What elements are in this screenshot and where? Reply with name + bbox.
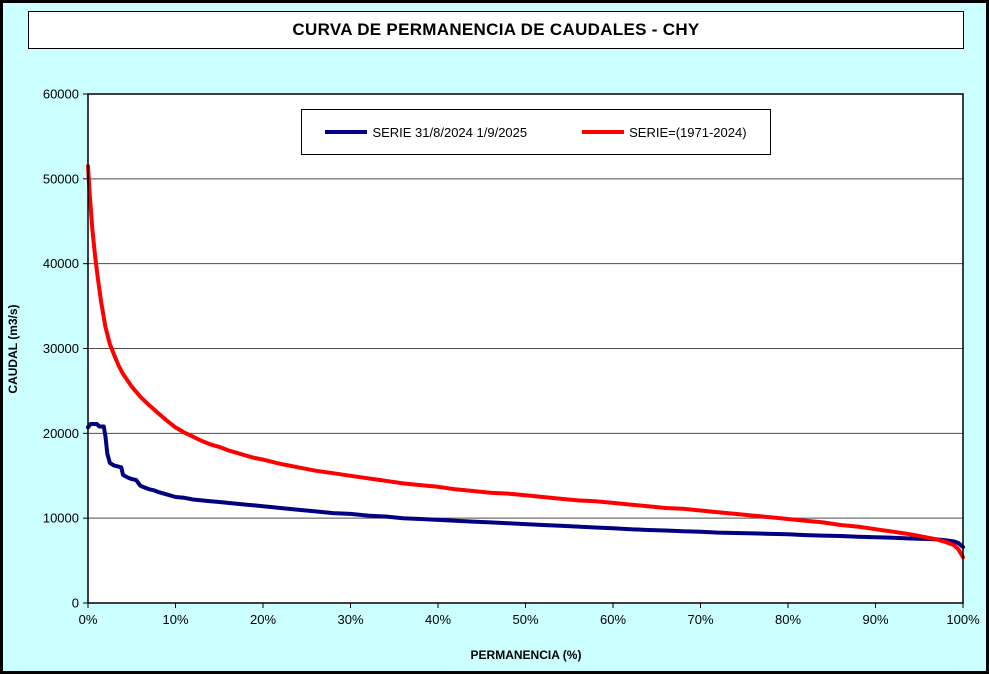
legend-entry: SERIE 31/8/2024 1/9/2025 (325, 125, 527, 140)
legend-label: SERIE 31/8/2024 1/9/2025 (372, 124, 528, 140)
legend-line-sample-red (582, 130, 625, 134)
y-tick-label: 10000 (43, 511, 79, 526)
x-tick-label: 0% (79, 612, 98, 627)
y-tick-label: 40000 (43, 256, 79, 271)
legend-entry: SERIE=(1971-2024) (582, 124, 747, 140)
legend: SERIE 31/8/2024 1/9/2025 SERIE=(1971-202… (301, 109, 771, 155)
x-tick-label: 70% (687, 612, 713, 627)
y-tick-label: 20000 (43, 426, 79, 441)
chart-title: CURVA DE PERMANENCIA DE CAUDALES - CHY (292, 20, 700, 39)
x-tick-label: 20% (250, 612, 276, 627)
x-axis-title: PERMANENCIA (%) (471, 648, 582, 662)
x-tick-label: 90% (862, 612, 888, 627)
x-tick-label: 30% (337, 612, 363, 627)
series-line-2024-2025 (86, 422, 965, 549)
legend-label: SERIE=(1971-2024) (629, 124, 747, 140)
y-tick-label: 30000 (43, 341, 79, 356)
y-tick-label: 0 (72, 596, 79, 611)
x-tick-label: 60% (600, 612, 626, 627)
x-tick-label: 100% (946, 612, 980, 627)
x-tick-label: 10% (162, 612, 188, 627)
gridlines (88, 178, 963, 519)
x-tick-label: 50% (512, 612, 538, 627)
x-tick-label: 80% (775, 612, 801, 627)
y-axis-title: CAUDAL (m3/s) (6, 304, 20, 393)
y-tick-label: 50000 (43, 171, 79, 186)
chart-title-box: CURVA DE PERMANENCIA DE CAUDALES - CHY (28, 11, 964, 49)
y-tick-label: 60000 (43, 87, 79, 102)
x-tick-label: 40% (425, 612, 451, 627)
series-line-1971-2024 (86, 164, 965, 560)
plot-border (87, 93, 964, 604)
y-tick-labels: 0 10000 20000 30000 40000 50000 60000 (43, 87, 79, 611)
legend-line-sample-navy (325, 130, 368, 134)
flow-duration-chart: 0 10000 20000 30000 40000 50000 60000 0% 10% 20%… (6, 87, 980, 663)
x-tick-labels: 0% 10% 20% 30% 40% 50% 60% 70% 80% 90% 100% (79, 612, 980, 627)
